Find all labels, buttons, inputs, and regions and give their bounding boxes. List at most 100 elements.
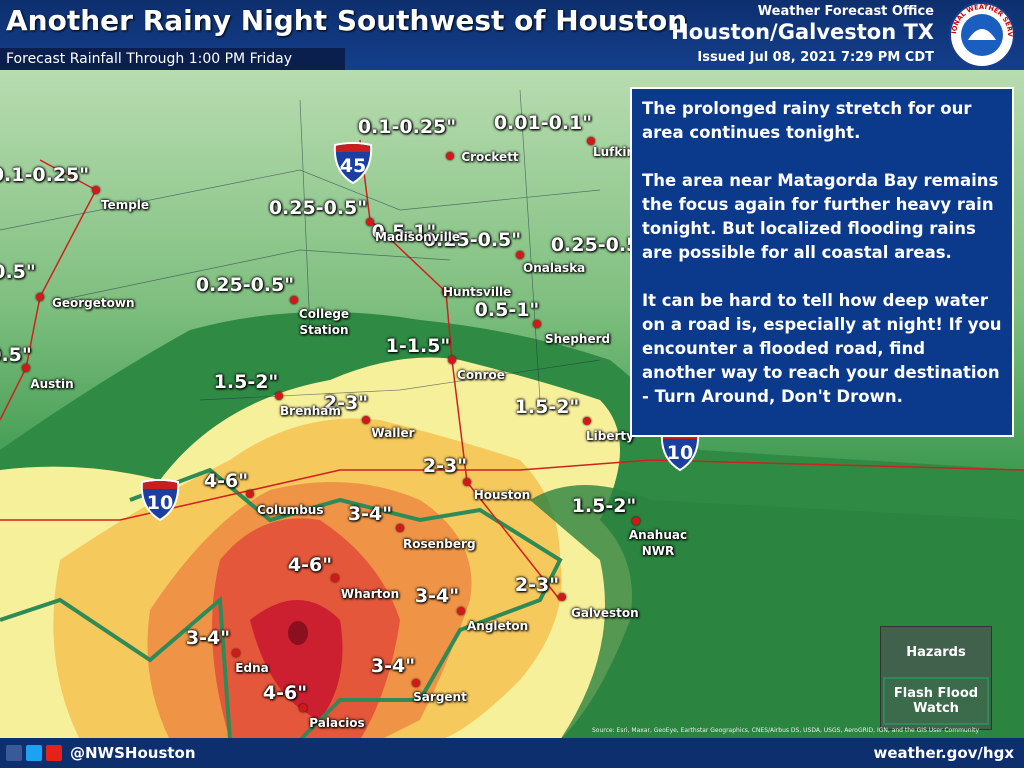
office-name: Houston/Galveston TX <box>671 20 934 44</box>
rainfall-label: 0.25-0.5" <box>550 234 650 256</box>
rainfall-label: 0.5-1" <box>474 299 540 321</box>
city-label: Angleton <box>467 619 529 633</box>
city-dot <box>558 593 566 601</box>
rainfall-label: 4-6" <box>262 682 308 704</box>
rainfall-label: 4-6" <box>287 554 333 576</box>
footer: @NWSHouston weather.gov/hgx <box>0 738 1024 768</box>
rainfall-label: 3-4" <box>347 503 393 525</box>
rainfall-label: 0.25-0.5" <box>268 197 368 219</box>
rainfall-label: 0.1-0.25" <box>0 164 90 186</box>
rainfall-label: 0.5" <box>0 261 36 283</box>
rainfall-label: 0.25-0.5" <box>422 229 522 251</box>
rainfall-label: 3-4" <box>370 655 416 677</box>
city-dot <box>331 574 339 582</box>
city-label: Brenham <box>280 404 341 418</box>
rainfall-label: 0.01-0.1" <box>493 112 593 134</box>
shield-number: 10 <box>666 442 694 464</box>
city-dot <box>412 679 420 687</box>
info-paragraph: The prolonged rainy stretch for our area… <box>642 99 972 142</box>
website-link[interactable]: weather.gov/hgx <box>873 744 1014 762</box>
city-dot <box>290 296 298 304</box>
city-label: Madisonville <box>375 230 460 244</box>
city-dot <box>362 416 370 424</box>
city-label: Rosenberg <box>403 537 476 551</box>
rainfall-label: 2-3" <box>422 455 468 477</box>
city-dot <box>299 704 307 712</box>
city-label: Shepherd <box>545 332 611 346</box>
city-label: Georgetown <box>52 296 135 310</box>
rainfall-label: 1.5-2" <box>514 396 580 418</box>
city-label: Temple <box>100 198 150 212</box>
city-dot <box>396 524 404 532</box>
header: Another Rainy Night Southwest of Houston… <box>0 0 1024 70</box>
city-label: College Station <box>298 307 350 337</box>
city-label: Wharton <box>340 587 400 601</box>
city-label: Conroe <box>457 368 505 382</box>
office-label: Weather Forecast Office <box>757 4 934 19</box>
subtitle: Forecast Rainfall Through 1:00 PM Friday <box>0 48 345 70</box>
city-dot <box>36 293 44 301</box>
city-label: Austin <box>30 377 74 391</box>
city-dot <box>275 392 283 400</box>
info-box: The prolonged rainy stretch for our area… <box>630 87 1014 437</box>
city-label: Anahuac NWR <box>628 528 688 558</box>
highway-shield: 45 <box>333 141 373 185</box>
rainfall-label: 0.5-1" <box>371 221 437 243</box>
city-label: Crockett <box>461 150 519 164</box>
city-dot <box>583 417 591 425</box>
city-dot <box>246 490 254 498</box>
city-dot <box>22 364 30 372</box>
highway-shield: 10 <box>140 478 180 522</box>
rainfall-label: 3-4" <box>185 627 231 649</box>
shield-number: 10 <box>146 492 174 514</box>
rainfall-label: 2-3" <box>514 574 560 596</box>
city-dot <box>533 320 541 328</box>
nws-logo: NATIONAL WEATHER SERVICE <box>944 0 1015 68</box>
city-label: Onalaska <box>523 261 586 275</box>
city-label: Liberty <box>586 429 634 443</box>
city-dot <box>516 251 524 259</box>
city-dot <box>448 356 456 364</box>
rainfall-label: 1-1.5" <box>385 335 451 357</box>
city-dot <box>457 607 465 615</box>
city-dot <box>366 218 374 226</box>
rainfall-label: 0.25-0.5" <box>195 274 295 296</box>
title: Another Rainy Night Southwest of Houston <box>6 4 688 37</box>
rainfall-label: 3-4" <box>414 585 460 607</box>
city-dot <box>92 186 100 194</box>
city-label: Huntsville <box>443 285 512 299</box>
city-dot <box>232 649 240 657</box>
rainfall-label: 2-3" <box>323 392 369 414</box>
city-dot <box>442 288 450 296</box>
rainfall-label: 4-6" <box>203 470 249 492</box>
issued-time: Issued Jul 08, 2021 7:29 PM CDT <box>697 50 934 65</box>
city-label: Columbus <box>257 503 324 517</box>
city-label: Houston <box>473 488 531 502</box>
shield-shape <box>140 479 180 522</box>
info-paragraph: It can be hard to tell how deep water on… <box>642 291 1002 406</box>
rainfall-label: 0.5" <box>0 344 32 366</box>
city-dot <box>587 137 595 145</box>
city-label: Palacios <box>309 716 365 730</box>
social-handle[interactable]: @NWSHouston <box>70 744 196 762</box>
social-icons <box>6 745 62 761</box>
city-dot <box>632 517 640 525</box>
city-dot <box>446 152 454 160</box>
shield-shape <box>333 142 373 185</box>
legend-item: Flash Flood Watch <box>883 677 989 725</box>
source-credit: Source: Esri, Maxar, GeoEye, Earthstar G… <box>592 727 980 734</box>
city-label: Lufkin <box>592 145 636 159</box>
shield-number: 45 <box>339 155 367 177</box>
city-label: Waller <box>371 426 415 440</box>
rainfall-label: 1.5-2" <box>571 495 637 517</box>
city-label: Sargent <box>413 690 467 704</box>
rainfall-label: 1.5-2" <box>213 371 279 393</box>
rainfall-label: 0.1-0.25" <box>357 116 457 138</box>
info-paragraph: The area near Matagorda Bay remains the … <box>642 171 999 262</box>
city-label: Galveston <box>571 606 639 620</box>
legend-title: Hazards <box>906 645 966 660</box>
city-label: Edna <box>235 661 269 675</box>
legend: Hazards Flash Flood Watch <box>880 626 992 730</box>
city-dot <box>463 478 471 486</box>
